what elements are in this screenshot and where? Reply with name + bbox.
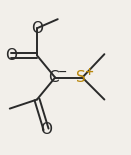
Text: O: O: [40, 122, 52, 137]
Text: S: S: [76, 70, 86, 85]
Text: −: −: [58, 67, 67, 77]
Text: C: C: [48, 70, 59, 85]
Text: O: O: [5, 48, 17, 63]
Text: +: +: [85, 67, 94, 77]
Text: O: O: [31, 21, 43, 36]
